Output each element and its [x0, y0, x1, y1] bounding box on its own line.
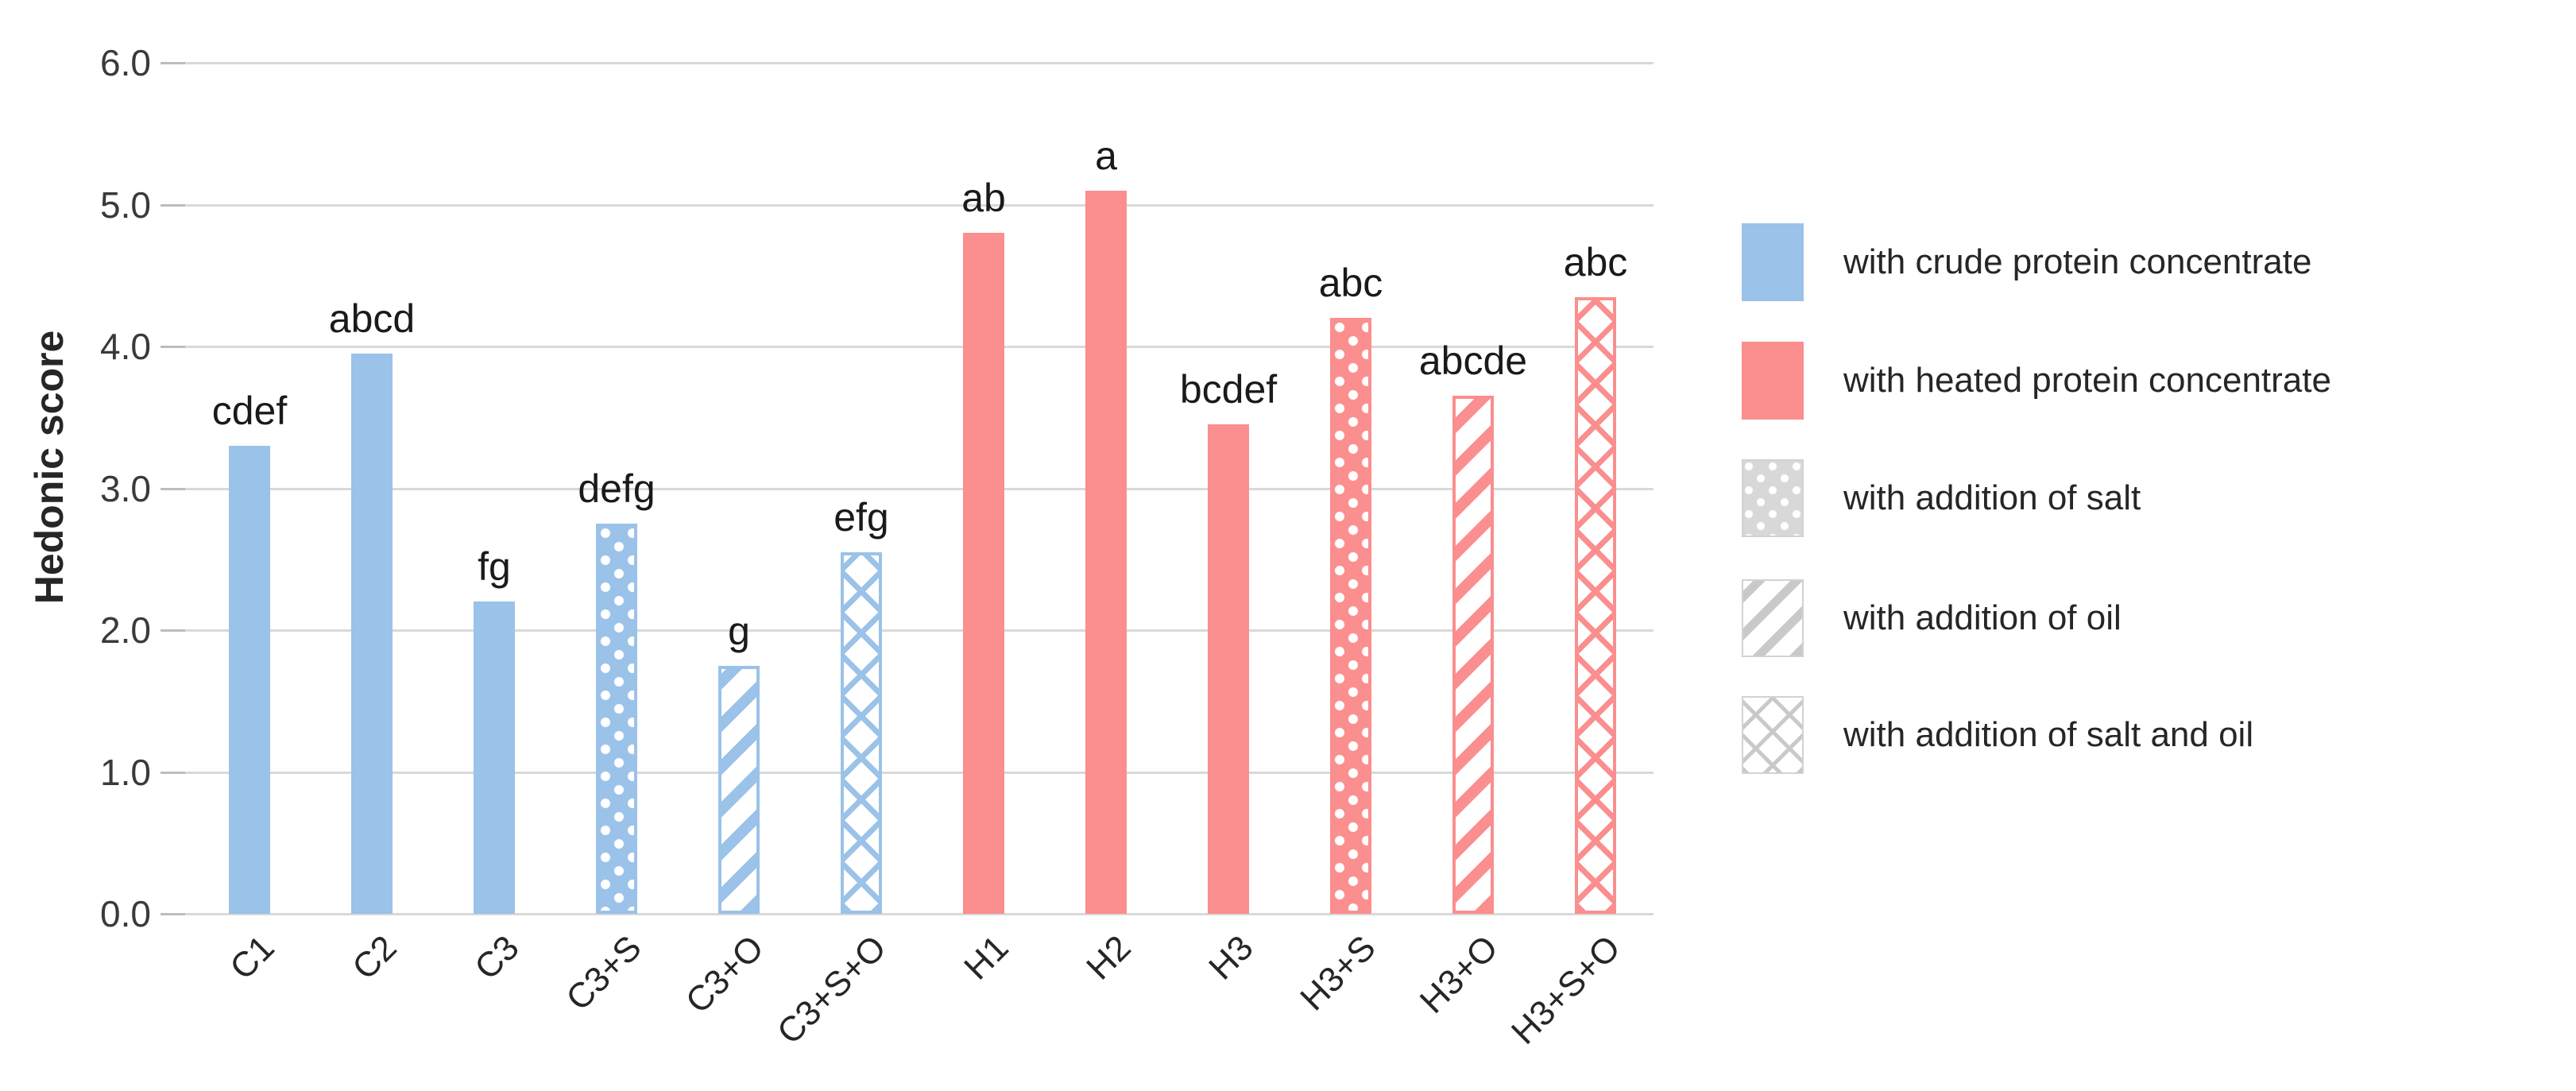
- legend-swatch-lattice-grey: [1742, 696, 1804, 774]
- y-axis-tick-1.0: [161, 771, 185, 774]
- bar-C1: [229, 445, 270, 914]
- gridline-1.0: [185, 771, 1654, 774]
- significance-label-H3: bcdef: [1179, 367, 1278, 412]
- bar-C3+S: [596, 524, 637, 914]
- legend-swatch-stripes-grey: [1742, 579, 1804, 657]
- legend-label: with addition of salt and oil: [1843, 715, 2254, 754]
- y-tick-label: 3.0: [100, 467, 151, 509]
- gridline-4.0: [185, 346, 1654, 348]
- bar-C3: [474, 602, 515, 914]
- significance-label-H3+O: abcde: [1418, 339, 1528, 384]
- significance-label-C2: abcd: [328, 296, 416, 341]
- bar-H3+O: [1452, 396, 1494, 914]
- gridline-5.0: [185, 203, 1654, 207]
- bar-H3: [1208, 424, 1249, 914]
- bar-H1: [963, 233, 1004, 914]
- bar-H3+S: [1330, 318, 1371, 914]
- y-axis-tick-0.0: [161, 913, 185, 915]
- y-tick-label: 1.0: [100, 751, 151, 793]
- y-axis-tick-4.0: [161, 346, 185, 348]
- legend-swatch-dots-grey: [1742, 459, 1804, 537]
- gridline-3.0: [185, 487, 1654, 490]
- gridline-2.0: [185, 629, 1654, 632]
- y-axis-tick-2.0: [161, 629, 185, 632]
- y-axis-tick-6.0: [161, 62, 185, 64]
- y-tick-label: 0.0: [100, 893, 151, 934]
- y-axis-tick-5.0: [161, 203, 185, 207]
- bar-H2: [1085, 190, 1127, 914]
- significance-label-C3+S+O: efg: [834, 494, 889, 540]
- legend-label: with heated protein concentrate: [1843, 361, 2331, 400]
- significance-label-C3: fg: [478, 544, 511, 590]
- y-tick-label: 6.0: [100, 42, 151, 83]
- y-tick-label: 2.0: [100, 609, 151, 651]
- bar-C3+S+O: [841, 551, 882, 914]
- y-axis-tick-3.0: [161, 487, 185, 490]
- bar-C3+O: [718, 665, 760, 914]
- significance-label-C3+O: g: [728, 608, 750, 653]
- legend-swatch-solid-red: [1742, 342, 1804, 420]
- gridline-0.0: [185, 913, 1654, 915]
- significance-label-C1: cdef: [211, 388, 288, 433]
- legend-label: with crude protein concentrate: [1843, 242, 2312, 281]
- gridline-6.0: [185, 62, 1654, 64]
- significance-label-H1: ab: [961, 176, 1006, 221]
- y-tick-label: 5.0: [100, 184, 151, 226]
- significance-label-H3+S: abc: [1318, 261, 1383, 306]
- bar-H3+S+O: [1575, 296, 1616, 914]
- legend-swatch-solid-blue: [1742, 223, 1804, 301]
- y-tick-label: 4.0: [100, 326, 151, 367]
- significance-label-H2: a: [1095, 133, 1117, 178]
- bar-C2: [351, 353, 393, 914]
- legend-label: with addition of oil: [1843, 598, 2122, 637]
- significance-label-H3+S+O: abc: [1563, 239, 1628, 284]
- legend-label: with addition of salt: [1843, 478, 2141, 517]
- significance-label-C3+S: defg: [578, 466, 656, 512]
